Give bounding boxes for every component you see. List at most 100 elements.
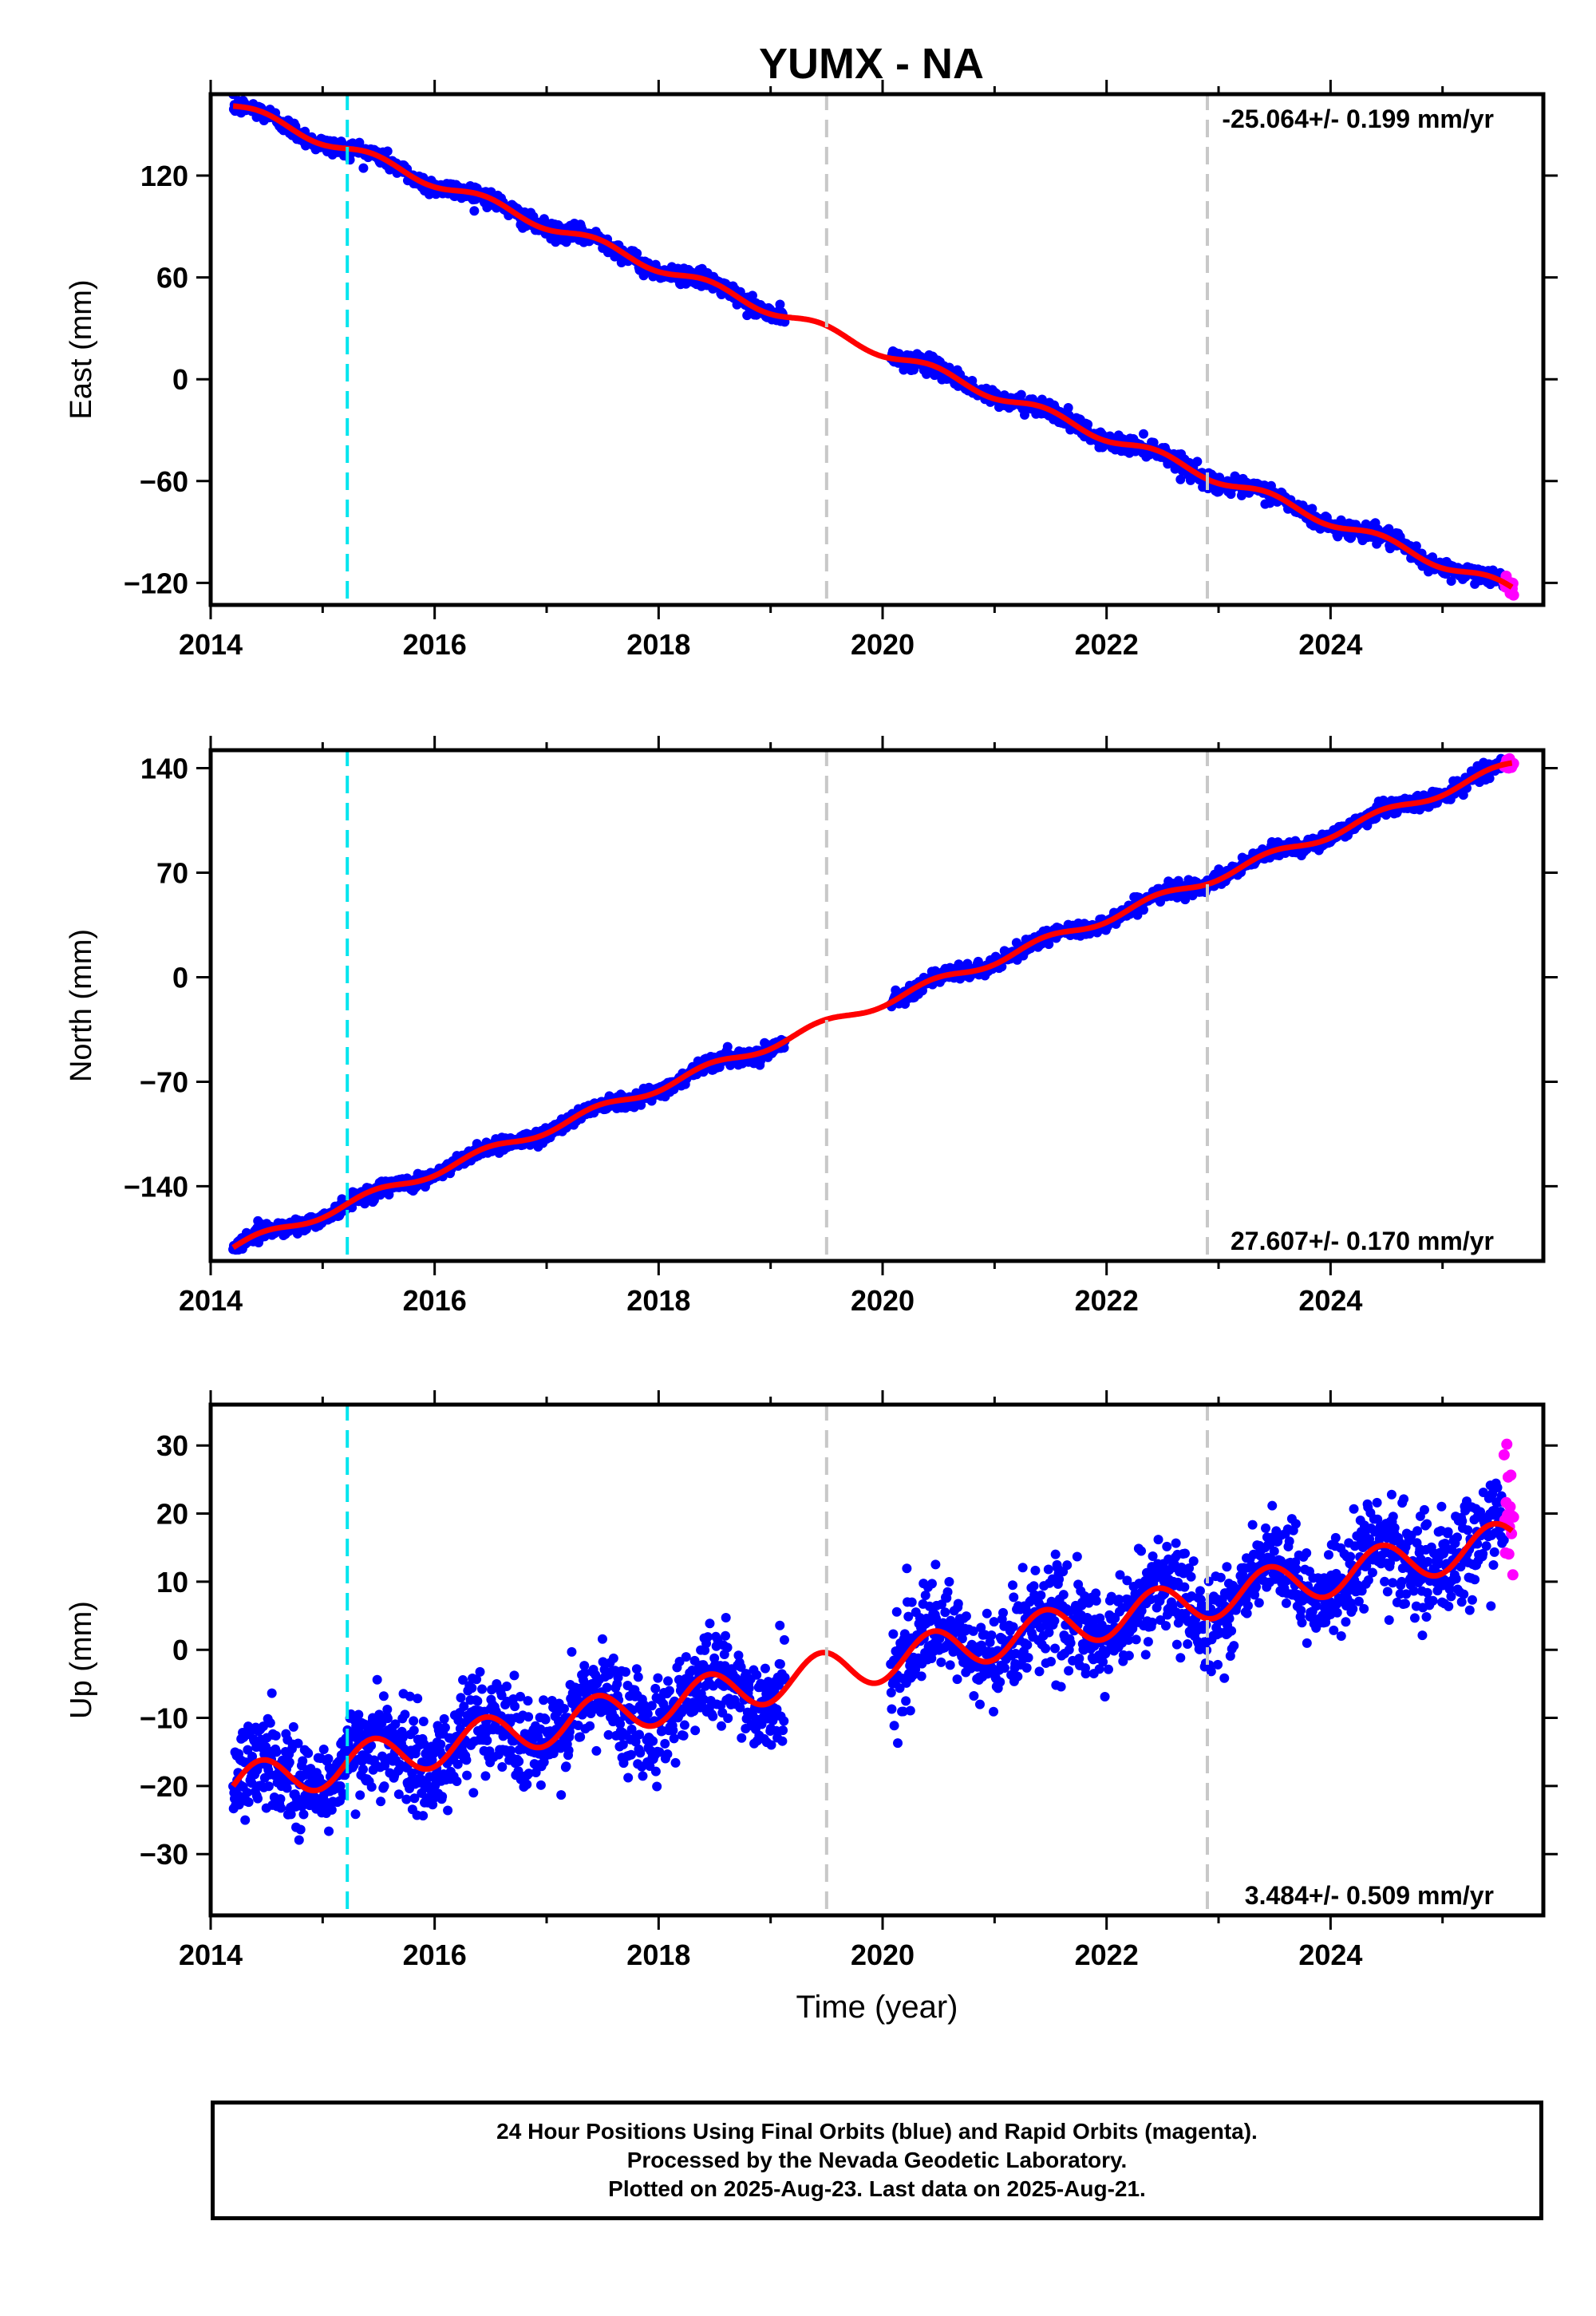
final-orbit-point <box>472 1674 482 1685</box>
final-orbit-point <box>298 1756 308 1766</box>
final-orbit-point <box>1484 773 1495 784</box>
final-orbit-point <box>940 1607 950 1618</box>
final-orbit-point <box>752 1670 762 1680</box>
up-panel: 2014 2016 2018 2020 2022 2024−30−20−100102030… <box>65 1390 1558 2025</box>
final-orbit-point <box>522 1779 532 1789</box>
final-orbit-point <box>733 1650 744 1661</box>
final-orbit-point <box>902 1563 912 1574</box>
y-tick-label: 140 <box>140 752 188 785</box>
plot-area <box>228 94 1519 601</box>
final-orbit-point <box>265 1717 275 1728</box>
final-orbit-point <box>253 1793 263 1804</box>
final-orbit-point <box>324 1826 334 1836</box>
final-orbit-point <box>737 1733 747 1743</box>
y-tick-label: −140 <box>124 1170 188 1203</box>
x-tick-label: 2018 <box>626 628 690 661</box>
final-orbit-point <box>437 1792 448 1802</box>
final-orbit-point <box>376 1796 386 1807</box>
final-orbit-point <box>452 1759 463 1769</box>
final-orbit-point <box>1192 456 1203 467</box>
final-orbit-point <box>974 1699 985 1709</box>
final-orbit-point <box>482 1735 492 1745</box>
final-orbit-point <box>777 1736 788 1746</box>
y-tick-label: −60 <box>140 465 188 498</box>
plot-frame <box>208 92 1546 607</box>
final-orbit-point <box>1063 402 1073 413</box>
final-orbit-point <box>689 1655 700 1666</box>
final-orbit-point <box>263 1781 274 1792</box>
final-orbit-point <box>989 1617 999 1627</box>
final-orbit-point <box>723 1713 733 1723</box>
final-orbit-point <box>1013 1671 1023 1682</box>
final-orbit-point <box>779 1634 789 1645</box>
final-orbit-point <box>523 1712 534 1722</box>
final-orbit-point <box>652 1781 662 1792</box>
final-orbit-point <box>469 206 480 216</box>
final-orbit-point <box>888 1629 899 1639</box>
final-orbit-point <box>506 1745 516 1756</box>
final-orbit-point <box>567 1646 577 1657</box>
final-orbit-point <box>744 1683 754 1694</box>
final-orbit-point <box>660 1738 670 1749</box>
final-orbit-point <box>669 1733 679 1744</box>
final-orbit-point <box>895 1683 905 1694</box>
final-orbit-point <box>650 1766 661 1777</box>
final-orbit-point <box>626 1749 636 1760</box>
final-orbit-point <box>642 1709 653 1719</box>
final-orbit-point <box>409 1725 419 1736</box>
final-orbit-point <box>982 1608 992 1618</box>
gps-time-series-figure: YUMX - NA 2014 2016 2018 2020 2022 2024−120−6… <box>65 40 1558 2025</box>
final-orbit-point <box>1022 1640 1033 1650</box>
final-orbit-point <box>501 1681 512 1691</box>
final-orbit-point <box>591 1745 602 1756</box>
final-orbit-point <box>1008 1622 1018 1632</box>
final-orbit-point <box>916 1671 926 1682</box>
final-orbit-point <box>372 1674 382 1685</box>
final-orbit-point <box>608 1653 618 1663</box>
final-orbit-point <box>477 1684 488 1694</box>
final-orbit-point <box>286 1809 296 1820</box>
final-orbit-point <box>721 1612 731 1622</box>
final-orbit-point <box>318 1744 329 1754</box>
final-orbit-point <box>650 1683 661 1694</box>
final-orbit-point <box>379 1781 389 1792</box>
final-orbit-point <box>621 1666 631 1677</box>
final-orbit-point <box>293 1738 303 1749</box>
final-orbit-point <box>893 1738 903 1749</box>
final-orbit-point <box>1446 576 1456 587</box>
final-orbit-point <box>456 1693 466 1703</box>
final-orbit-point <box>407 1768 417 1778</box>
final-orbit-point <box>1175 474 1186 484</box>
final-orbit-point <box>1139 429 1148 439</box>
final-orbit-point <box>742 310 753 321</box>
final-orbit-point <box>1008 1580 1018 1591</box>
final-orbit-point <box>458 1675 468 1686</box>
final-orbit-point <box>891 1607 902 1617</box>
final-orbit-point <box>905 1705 915 1716</box>
final-orbit-point <box>634 1729 645 1740</box>
final-orbit-point <box>702 1632 713 1642</box>
final-orbit-point <box>419 1739 429 1749</box>
final-orbit-point <box>638 1771 648 1781</box>
final-orbit-point <box>409 1716 419 1726</box>
final-orbit-point <box>335 1781 346 1792</box>
final-orbit-point <box>886 1687 896 1697</box>
x-tick-label: 2020 <box>851 628 915 661</box>
final-orbit-point <box>633 1672 643 1682</box>
final-orbit-point <box>779 1716 789 1726</box>
final-orbit-point <box>635 1748 646 1758</box>
final-orbit-point <box>658 1699 669 1709</box>
final-orbit-point <box>662 1749 673 1759</box>
final-orbit-point <box>936 1657 946 1667</box>
final-orbit-point <box>681 1652 691 1662</box>
final-orbit-point <box>1083 419 1093 429</box>
final-orbit-point <box>413 1694 423 1704</box>
final-orbit-point <box>295 1824 306 1835</box>
final-orbit-point <box>409 1793 420 1804</box>
final-orbit-point <box>1009 1592 1019 1603</box>
final-orbit-point <box>514 1757 524 1767</box>
final-orbit-point <box>539 1695 549 1705</box>
final-orbit-point <box>736 1662 746 1672</box>
final-orbit-point <box>472 1696 483 1706</box>
final-orbit-point <box>326 1804 337 1815</box>
